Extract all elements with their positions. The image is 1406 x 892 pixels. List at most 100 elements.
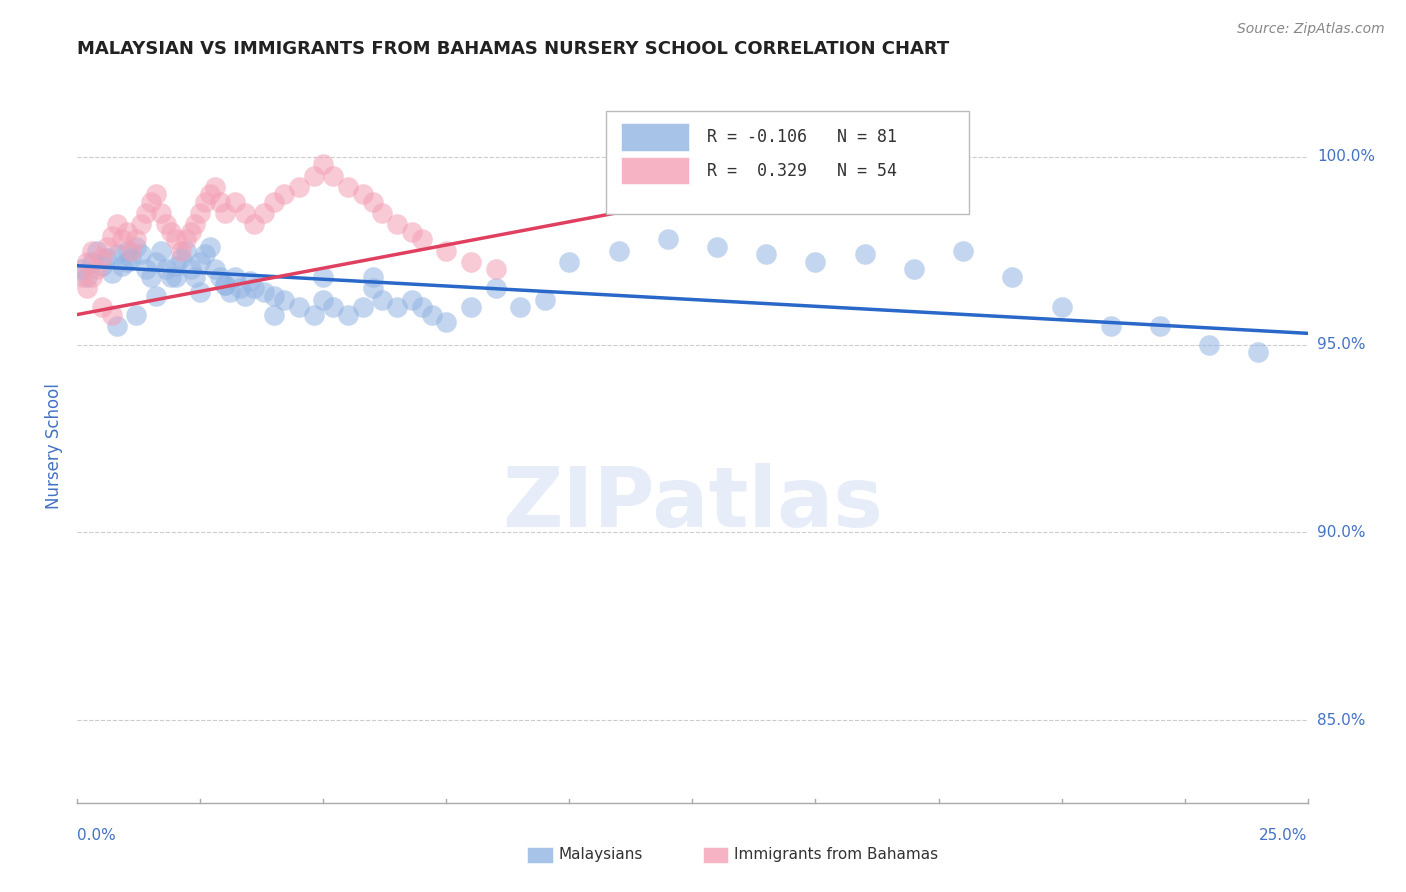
Point xyxy=(853,247,876,261)
Point xyxy=(411,232,433,246)
Point xyxy=(352,300,374,314)
Point xyxy=(436,315,458,329)
Text: R = -0.106   N = 81: R = -0.106 N = 81 xyxy=(707,128,897,146)
Point xyxy=(385,300,409,314)
Point xyxy=(228,281,252,295)
Point xyxy=(105,247,128,261)
Point xyxy=(188,255,212,269)
Point xyxy=(125,308,148,322)
Point xyxy=(436,244,458,258)
Point xyxy=(273,187,295,202)
Point xyxy=(209,270,232,285)
Text: R =  0.329   N = 54: R = 0.329 N = 54 xyxy=(707,161,897,179)
Point xyxy=(302,308,325,322)
Point xyxy=(184,218,207,232)
Point xyxy=(188,206,212,220)
Point xyxy=(125,240,148,254)
Point xyxy=(233,206,256,220)
Point xyxy=(101,228,124,243)
Point xyxy=(76,255,98,269)
Point xyxy=(76,270,98,285)
Point xyxy=(485,262,508,277)
Point xyxy=(82,255,104,269)
Point xyxy=(90,259,114,273)
Point xyxy=(200,240,222,254)
Point xyxy=(121,251,143,265)
Point xyxy=(184,270,207,285)
Point xyxy=(263,289,285,303)
Point xyxy=(155,218,177,232)
Point xyxy=(101,266,124,280)
Point xyxy=(204,179,226,194)
Point xyxy=(86,262,108,277)
Point xyxy=(86,244,108,258)
Point xyxy=(115,225,138,239)
Point xyxy=(401,293,423,307)
Point xyxy=(755,247,778,261)
Point xyxy=(165,232,187,246)
Point xyxy=(135,206,157,220)
Text: MALAYSIAN VS IMMIGRANTS FROM BAHAMAS NURSERY SCHOOL CORRELATION CHART: MALAYSIAN VS IMMIGRANTS FROM BAHAMAS NUR… xyxy=(77,40,949,58)
FancyBboxPatch shape xyxy=(621,123,689,151)
Point xyxy=(243,281,266,295)
Point xyxy=(903,262,925,277)
Point xyxy=(145,255,167,269)
Point xyxy=(401,225,423,239)
Point xyxy=(129,247,153,261)
Point xyxy=(76,281,98,295)
Point xyxy=(105,318,128,333)
Point xyxy=(288,300,311,314)
Point xyxy=(165,259,187,273)
Text: 100.0%: 100.0% xyxy=(1317,149,1375,164)
Point xyxy=(141,270,163,285)
Point xyxy=(70,270,93,285)
Text: 90.0%: 90.0% xyxy=(1317,524,1365,540)
Point xyxy=(352,187,374,202)
Point xyxy=(214,206,236,220)
Point xyxy=(145,187,167,202)
Point xyxy=(180,225,202,239)
Point xyxy=(90,300,114,314)
Point xyxy=(96,240,118,254)
FancyBboxPatch shape xyxy=(621,157,689,184)
Point xyxy=(90,251,114,265)
Point xyxy=(111,232,132,246)
Point xyxy=(312,293,335,307)
Point xyxy=(70,262,93,277)
Point xyxy=(145,289,167,303)
Point xyxy=(170,244,193,258)
Point xyxy=(194,194,217,209)
Point xyxy=(1050,300,1073,314)
Point xyxy=(209,194,232,209)
Point xyxy=(174,232,197,246)
Y-axis label: Nursery School: Nursery School xyxy=(45,383,63,509)
Point xyxy=(180,262,202,277)
Point xyxy=(194,247,217,261)
Point xyxy=(121,244,143,258)
Point xyxy=(312,157,335,171)
Point xyxy=(101,308,124,322)
Point xyxy=(1099,318,1122,333)
Point xyxy=(322,300,344,314)
Point xyxy=(337,179,360,194)
Point xyxy=(706,240,728,254)
Point xyxy=(125,232,148,246)
Point xyxy=(82,270,104,285)
Point xyxy=(239,274,262,288)
FancyBboxPatch shape xyxy=(606,111,969,214)
Point xyxy=(657,232,679,246)
Point xyxy=(804,255,827,269)
Point xyxy=(105,218,128,232)
Point xyxy=(312,270,335,285)
Point xyxy=(253,206,276,220)
Text: 0.0%: 0.0% xyxy=(77,828,117,843)
Point xyxy=(1001,270,1024,285)
Point xyxy=(253,285,276,299)
Point xyxy=(607,244,630,258)
Point xyxy=(224,194,246,209)
Point xyxy=(420,308,443,322)
Point xyxy=(411,300,433,314)
Text: 85.0%: 85.0% xyxy=(1317,713,1365,728)
Bar xyxy=(527,847,553,863)
Text: 95.0%: 95.0% xyxy=(1317,337,1365,352)
